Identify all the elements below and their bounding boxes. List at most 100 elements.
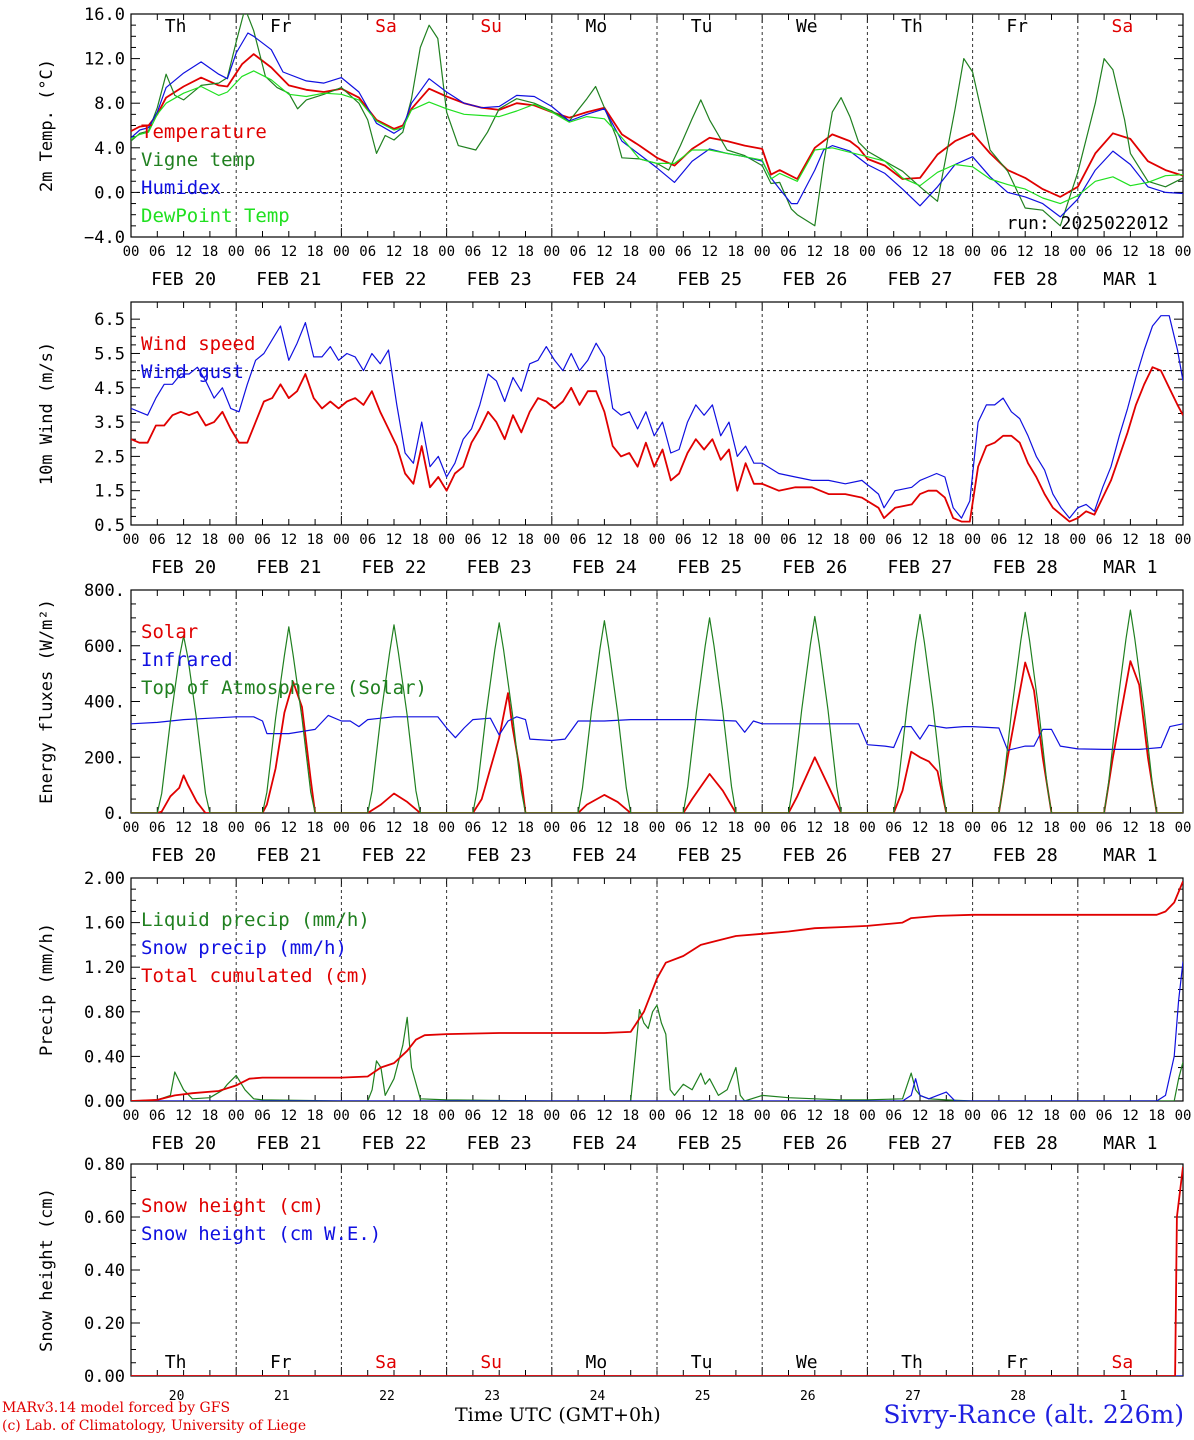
hour-label: 00 xyxy=(228,820,245,836)
hour-label: 12 xyxy=(386,820,403,836)
hour-label: 18 xyxy=(833,532,850,548)
hour-label: 06 xyxy=(1096,820,1113,836)
hour-label: 18 xyxy=(938,532,955,548)
y-tick-label: 1.5 xyxy=(94,482,125,502)
hour-label: 18 xyxy=(622,532,639,548)
date-label: FEB 28 xyxy=(993,1133,1058,1154)
day-number-label: 21 xyxy=(274,1389,290,1404)
hour-label: 12 xyxy=(386,532,403,548)
hour-label: 00 xyxy=(649,244,666,260)
day-number-label: 28 xyxy=(1010,1389,1026,1404)
y-tick-label: 2.00 xyxy=(84,869,125,889)
date-label: FEB 26 xyxy=(782,1133,847,1154)
time-axis-label: Time UTC (GMT+0h) xyxy=(455,1404,661,1426)
hour-label: 18 xyxy=(938,244,955,260)
panel-precip: 0.00 0.40 0.80 1.20 1.60 2.00 Precip (mm/h) 00 0… xyxy=(37,869,1191,1154)
hour-label: 00 xyxy=(123,820,140,836)
lab-credit: (c) Lab. of Climatology, University of L… xyxy=(2,1418,307,1434)
hour-label: 18 xyxy=(833,1108,850,1124)
hour-label: 06 xyxy=(780,244,797,260)
date-label: FEB 21 xyxy=(256,557,321,578)
hour-label: 00 xyxy=(1175,532,1192,548)
hour-label: 06 xyxy=(570,1108,587,1124)
day-number-label: 27 xyxy=(905,1389,921,1404)
legend-entry: Top of Atmosphere (Solar) xyxy=(141,677,427,699)
hour-label: 12 xyxy=(1017,244,1034,260)
hour-label: 00 xyxy=(123,532,140,548)
date-label: FEB 21 xyxy=(256,845,321,866)
y-tick-label: 0. xyxy=(105,804,125,824)
hour-label: 18 xyxy=(517,1108,534,1124)
y-tick-label: 16.0 xyxy=(84,5,125,25)
hour-label: 12 xyxy=(386,1108,403,1124)
hour-label: 12 xyxy=(1017,532,1034,548)
hour-label: 12 xyxy=(701,244,718,260)
hour-label: 06 xyxy=(885,532,902,548)
weekday-label: Mo xyxy=(586,1352,608,1373)
weekday-label: Sa xyxy=(375,16,397,37)
day-number-label: 24 xyxy=(590,1389,606,1404)
hour-label: 06 xyxy=(780,1108,797,1124)
hour-label: 00 xyxy=(859,1108,876,1124)
date-label: FEB 22 xyxy=(361,269,426,290)
hour-label: 00 xyxy=(543,1108,560,1124)
hour-label: 00 xyxy=(964,820,981,836)
hour-label: 06 xyxy=(464,244,481,260)
day-number-label: 26 xyxy=(800,1389,816,1404)
hour-label: 12 xyxy=(175,532,192,548)
y-axis-label: 2m Temp. (°C) xyxy=(37,59,57,192)
panel-snow: 0.00 0.20 0.40 0.60 0.80 Snow height (cm) Th Fr… xyxy=(37,1155,1184,1404)
weekday-label: Th xyxy=(901,16,923,37)
date-label: FEB 25 xyxy=(677,557,742,578)
legend-entry: Liquid precip (mm/h) xyxy=(141,909,370,931)
hour-label: 00 xyxy=(438,244,455,260)
hour-label: 12 xyxy=(1122,244,1139,260)
legend-entry: Solar xyxy=(141,621,198,643)
day-number-label: 23 xyxy=(484,1389,500,1404)
date-label: MAR 1 xyxy=(1103,269,1157,290)
date-label: FEB 23 xyxy=(467,845,532,866)
hour-label: 12 xyxy=(912,1108,929,1124)
weekday-label: We xyxy=(796,16,818,37)
hour-label: 00 xyxy=(964,532,981,548)
hour-label: 18 xyxy=(517,820,534,836)
legend-entry: Snow precip (mm/h) xyxy=(141,937,347,959)
hour-label: 12 xyxy=(491,820,508,836)
hour-label: 12 xyxy=(1017,1108,1034,1124)
y-axis-label: 10m Wind (m/s) xyxy=(37,342,57,485)
hour-label: 06 xyxy=(990,244,1007,260)
date-label: FEB 23 xyxy=(467,269,532,290)
legend-entry: Snow height (cm W.E.) xyxy=(141,1223,381,1245)
weekday-label: Fr xyxy=(270,16,292,37)
date-label: FEB 25 xyxy=(677,1133,742,1154)
series-solar xyxy=(131,660,1183,813)
hour-label: 18 xyxy=(1148,532,1165,548)
hour-label: 06 xyxy=(1096,1108,1113,1124)
hour-label: 00 xyxy=(438,1108,455,1124)
date-label: FEB 26 xyxy=(782,269,847,290)
y-tick-label: 1.20 xyxy=(84,958,125,978)
date-label: FEB 25 xyxy=(677,845,742,866)
hour-label: 06 xyxy=(254,1108,271,1124)
hour-label: 06 xyxy=(254,532,271,548)
hour-label: 00 xyxy=(333,820,350,836)
legend-entry: Wind gust xyxy=(141,361,244,383)
hour-label: 18 xyxy=(938,820,955,836)
date-label: FEB 22 xyxy=(361,557,426,578)
hour-label: 06 xyxy=(885,1108,902,1124)
hour-label: 06 xyxy=(675,532,692,548)
plot-frame xyxy=(130,589,1184,814)
hour-label: 00 xyxy=(649,532,666,548)
date-label: FEB 27 xyxy=(887,1133,952,1154)
date-label: FEB 24 xyxy=(572,269,637,290)
hour-label: 00 xyxy=(543,244,560,260)
hour-label: 06 xyxy=(990,1108,1007,1124)
weekday-label: Fr xyxy=(1006,16,1028,37)
hour-label: 06 xyxy=(675,820,692,836)
hour-label: 12 xyxy=(1122,1108,1139,1124)
date-label: FEB 28 xyxy=(993,269,1058,290)
hour-label: 00 xyxy=(438,532,455,548)
hour-label: 12 xyxy=(912,532,929,548)
series-dewpoint-temp xyxy=(131,70,1183,205)
hour-label: 18 xyxy=(622,244,639,260)
